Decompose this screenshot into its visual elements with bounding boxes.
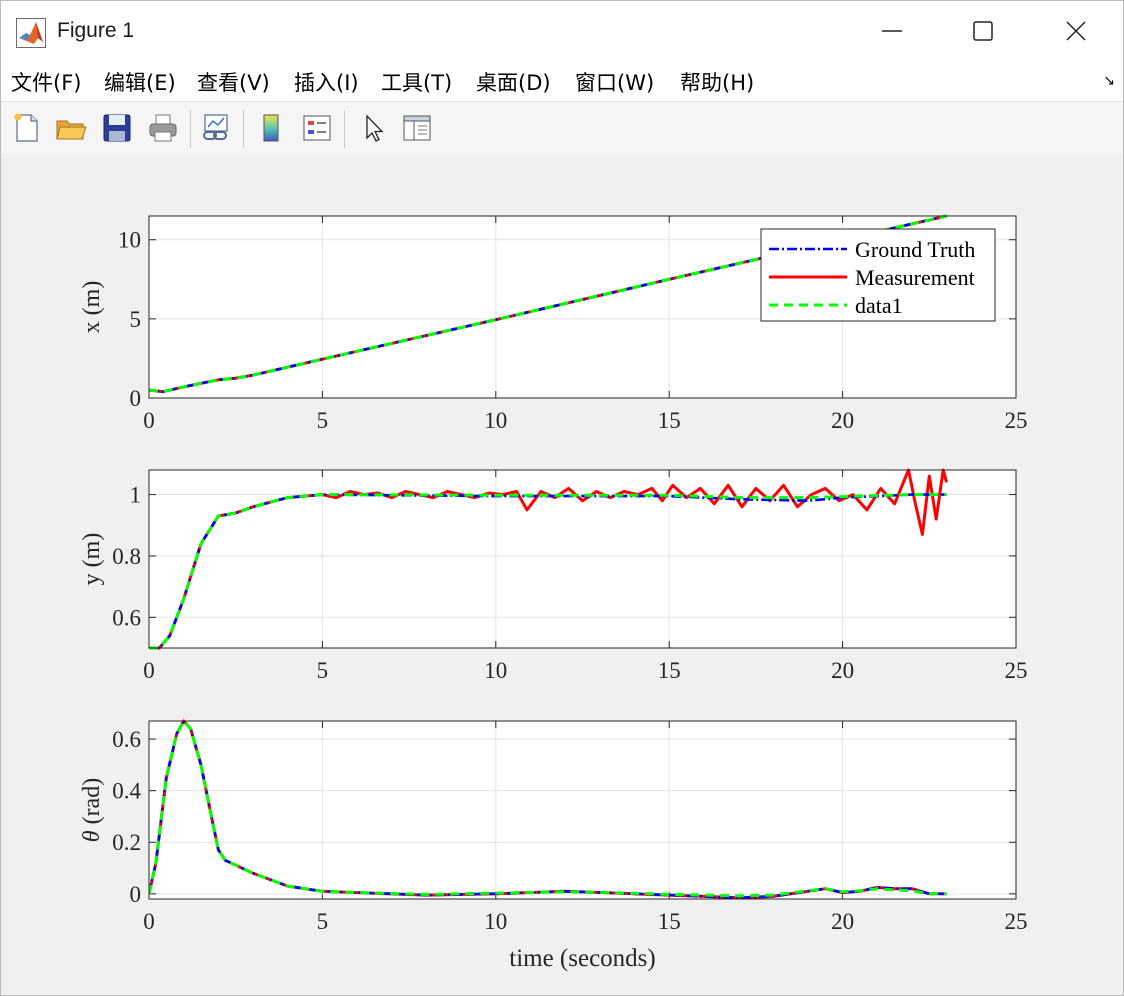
open-file-button[interactable] <box>53 110 89 146</box>
print-button[interactable] <box>145 110 181 146</box>
pointer-icon <box>366 114 384 142</box>
x-tick-label: 10 <box>484 658 507 683</box>
series-line-ground-truth <box>149 493 947 650</box>
matlab-logo-icon <box>16 18 46 48</box>
toolbar-separator <box>344 110 345 148</box>
x-tick-label: 0 <box>143 909 155 934</box>
axes-box <box>148 720 1017 900</box>
menu-file[interactable]: 文件(F) <box>11 71 82 95</box>
y-tick-label: 0.6 <box>112 605 141 630</box>
x-tick-label: 10 <box>484 909 507 934</box>
link-plot-icon <box>203 114 228 140</box>
save-icon <box>103 114 131 142</box>
x-tick-label: 5 <box>317 658 329 683</box>
series-line-measurement <box>149 468 949 650</box>
colorbar-button[interactable] <box>253 110 289 146</box>
y-tick-label: 0.4 <box>112 779 141 804</box>
y-tick-label: 0.2 <box>112 830 141 855</box>
series-line-data1 <box>149 493 947 650</box>
axes-background[interactable] <box>149 721 1016 899</box>
menu-insert[interactable]: 插入(I) <box>294 71 359 95</box>
x-tick-label: 20 <box>831 909 854 934</box>
y-tick-label: 0 <box>130 386 142 411</box>
menu-edit[interactable]: 编辑(E) <box>104 71 176 95</box>
maximize-icon <box>973 21 993 41</box>
axes-box <box>148 469 1017 649</box>
toolbar <box>1 101 1123 155</box>
title-bar[interactable]: Figure 1 <box>1 1 1123 61</box>
print-icon <box>149 114 177 142</box>
colorbar-icon <box>263 114 279 142</box>
y-tick-label: 0.6 <box>112 727 141 752</box>
dock-arrow-icon[interactable]: ↘ <box>1103 73 1115 89</box>
minimize-button[interactable] <box>847 1 937 61</box>
y-axis-label: x (m) <box>79 281 105 334</box>
y-tick-label: 1 <box>130 483 142 508</box>
y-tick-label: 5 <box>130 307 142 332</box>
legend-icon <box>303 115 331 141</box>
legend-button[interactable] <box>299 110 335 146</box>
x-tick-label: 10 <box>484 408 507 433</box>
x-tick-label: 25 <box>1005 658 1028 683</box>
series-line-data1 <box>149 719 947 898</box>
maximize-button[interactable] <box>938 1 1028 61</box>
legend-entry-label: data1 <box>855 293 903 318</box>
menu-bar: 文件(F) 编辑(E) 查看(V) 插入(I) 工具(T) 桌面(D) 窗口(W… <box>1 61 1123 101</box>
x-tick-label: 25 <box>1005 909 1028 934</box>
toolbar-separator <box>243 110 244 148</box>
x-tick-label: 15 <box>658 658 681 683</box>
menu-desktop[interactable]: 桌面(D) <box>476 71 551 95</box>
menu-tools[interactable]: 工具(T) <box>381 71 453 95</box>
series-line-data1 <box>149 214 947 394</box>
menu-view[interactable]: 查看(V) <box>197 71 270 95</box>
menu-window[interactable]: 窗口(W) <box>575 71 655 95</box>
y-axis-label: y (m) <box>79 533 105 586</box>
x-tick-label: 25 <box>1005 408 1028 433</box>
open-file-icon <box>56 120 87 140</box>
link-plot-button[interactable] <box>198 110 234 146</box>
new-figure-button[interactable] <box>9 110 45 146</box>
y-axis-label: θ (rad) <box>79 778 105 842</box>
pointer-button[interactable] <box>356 110 392 146</box>
x-tick-label: 5 <box>317 909 329 934</box>
toolbar-separator <box>190 110 191 148</box>
y-tick-label: 0 <box>130 882 142 907</box>
x-tick-label: 20 <box>831 408 854 433</box>
new-figure-icon <box>14 113 38 142</box>
x-axis-label: time (seconds) <box>509 945 655 972</box>
window-title: Figure 1 <box>57 19 135 42</box>
property-inspector-icon <box>403 115 431 141</box>
menu-help[interactable]: 帮助(H) <box>680 71 755 95</box>
y-tick-label: 10 <box>118 228 141 253</box>
save-button[interactable] <box>99 110 135 146</box>
y-tick-label: 0.8 <box>112 544 141 569</box>
axes-box <box>148 215 1017 399</box>
legend-entry-label: Ground Truth <box>855 237 975 262</box>
x-tick-label: 15 <box>658 408 681 433</box>
x-tick-label: 15 <box>658 909 681 934</box>
legend-entry-label: Measurement <box>855 265 975 290</box>
x-tick-label: 0 <box>143 408 155 433</box>
x-tick-label: 5 <box>317 408 329 433</box>
figure-canvas[interactable]: 0 5 10 15 20 25 0 5 10 x (m) Ground Truth Measureme… <box>1 154 1123 995</box>
x-tick-label: 0 <box>143 658 155 683</box>
close-button[interactable] <box>1031 1 1121 61</box>
x-tick-label: 20 <box>831 658 854 683</box>
property-inspector-button[interactable] <box>399 110 435 146</box>
minimize-icon <box>882 30 902 32</box>
close-icon <box>1066 21 1086 41</box>
